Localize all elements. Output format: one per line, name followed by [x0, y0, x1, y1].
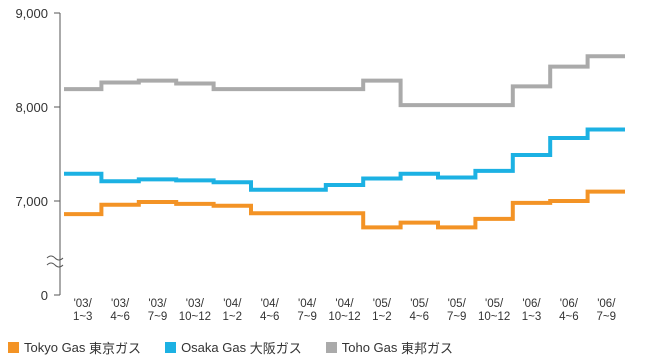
x-tick-label-period: 7~9	[148, 311, 168, 323]
axis-break-mark-1	[46, 255, 64, 261]
x-tick-label-period: 1~2	[223, 311, 243, 323]
x-tick-label: '05/	[448, 298, 467, 310]
x-tick-label-period: 10~12	[179, 311, 211, 323]
legend-label-osaka-gas-jp: 大阪ガス	[249, 340, 302, 356]
x-tick-label-period: 4~6	[410, 311, 430, 323]
y-tick-label: 7,000	[15, 194, 48, 209]
legend-item-osaka-gas: Osaka Gas 大阪ガス	[165, 338, 302, 357]
legend-item-toho-gas: Toho Gas 東邦ガス	[325, 338, 454, 357]
chart-plot: 07,0008,0009,000'03/1~3'03/4~6'03/7~9'03…	[15, 6, 625, 323]
legend-label-toho-gas-jp: 東邦ガス	[401, 340, 454, 356]
x-tick-label-period: 1~3	[73, 311, 93, 323]
x-tick-label-period: 10~12	[328, 311, 360, 323]
x-tick-label-period: 1~2	[372, 311, 392, 323]
y-tick-label: 8,000	[15, 100, 48, 115]
y-tick-label: 9,000	[15, 6, 48, 21]
series-line-toho-gas	[64, 54, 625, 108]
chart-legend: Tokyo Gas 東京ガス Osaka Gas 大阪ガス Toho Gas 東…	[8, 338, 477, 356]
x-tick-label-period: 4~6	[110, 311, 130, 323]
x-tick-label-period: 10~12	[478, 311, 510, 323]
x-tick-label: '03/	[148, 298, 167, 310]
x-tick-label-period: 7~9	[297, 311, 317, 323]
legend-label-tokyo-gas-jp: 東京ガス	[89, 340, 142, 356]
y-tick-label: 0	[41, 288, 48, 303]
x-tick-label: '06/	[560, 298, 579, 310]
x-tick-label-period: 7~9	[447, 311, 467, 323]
legend-label-toho-gas: Toho Gas	[341, 339, 398, 355]
x-tick-label-period: 7~9	[597, 311, 617, 323]
x-tick-label: '03/	[74, 298, 93, 310]
series-line-osaka-gas	[64, 127, 625, 192]
x-tick-label: '04/	[223, 298, 242, 310]
x-tick-label-period: 4~6	[559, 311, 579, 323]
x-tick-label: '04/	[298, 298, 317, 310]
legend-item-tokyo-gas: Tokyo Gas 東京ガス	[8, 338, 141, 357]
x-tick-label: '05/	[485, 298, 504, 310]
legend-label-osaka-gas: Osaka Gas	[181, 339, 247, 355]
legend-label-tokyo-gas: Tokyo Gas	[24, 339, 86, 355]
x-tick-label: '04/	[335, 298, 354, 310]
legend-swatch-osaka-gas	[165, 341, 177, 353]
axis-break-mark-2	[46, 262, 64, 268]
x-tick-label: '04/	[261, 298, 280, 310]
x-tick-label-period: 4~6	[260, 311, 280, 323]
x-tick-label: '06/	[522, 298, 541, 310]
x-tick-label-period: 1~3	[522, 311, 542, 323]
x-tick-label: '06/	[597, 298, 616, 310]
x-tick-label: '03/	[186, 298, 205, 310]
x-tick-label: '03/	[111, 298, 130, 310]
x-tick-label: '05/	[410, 298, 429, 310]
legend-swatch-toho-gas	[325, 341, 337, 353]
legend-swatch-tokyo-gas	[8, 341, 19, 353]
series-line-tokyo-gas	[64, 189, 625, 230]
x-tick-label: '05/	[373, 298, 392, 310]
